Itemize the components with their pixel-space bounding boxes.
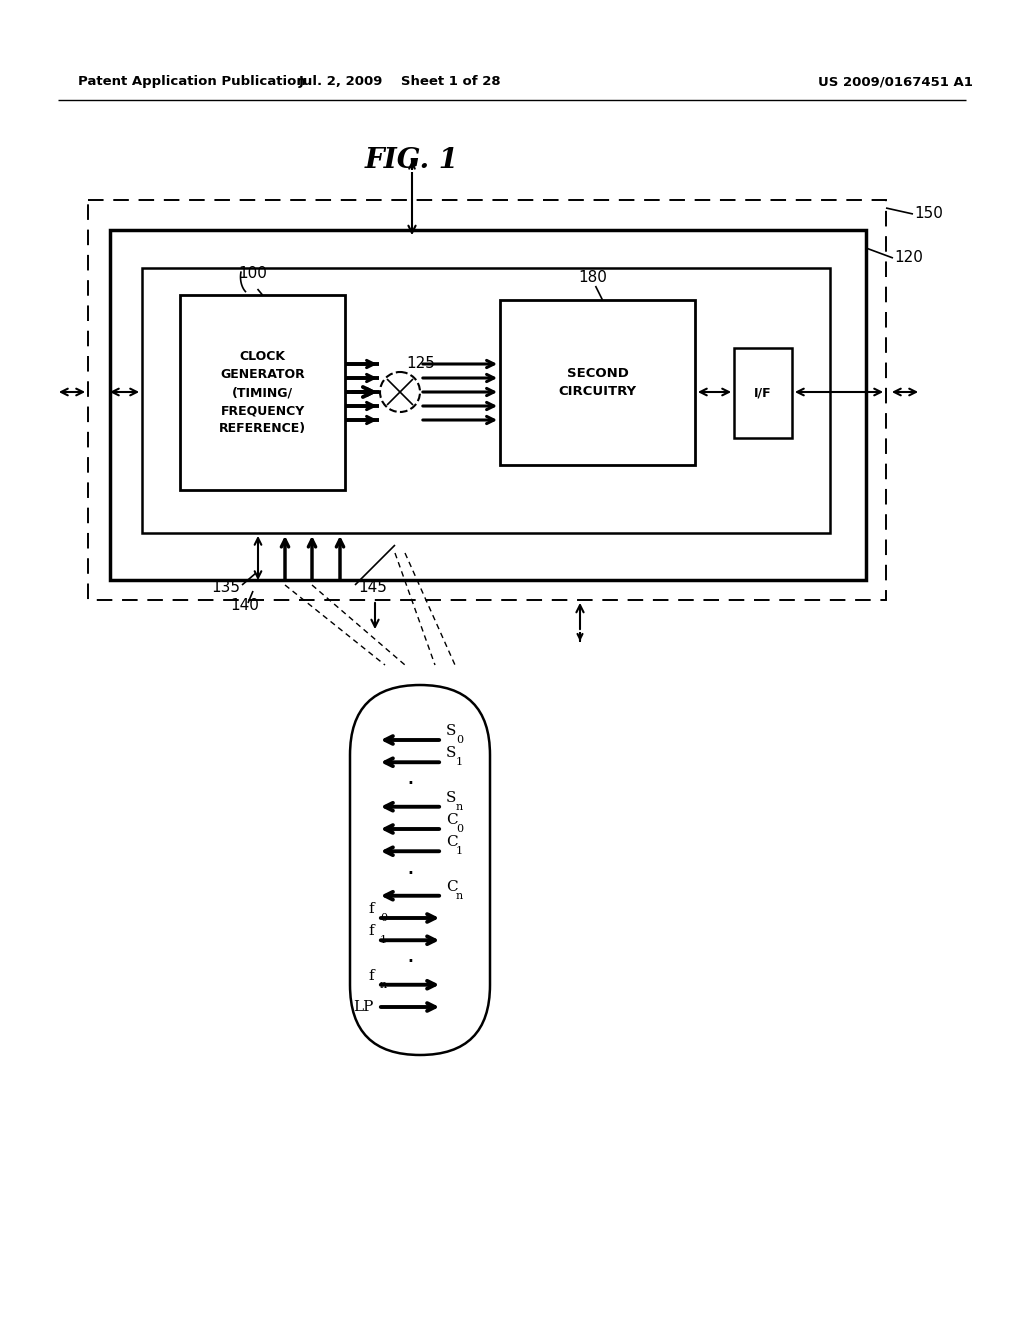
Text: ·: · — [406, 862, 414, 886]
Text: S: S — [446, 723, 457, 738]
Text: I/F: I/F — [755, 387, 772, 400]
FancyBboxPatch shape — [350, 685, 490, 1055]
Text: 1: 1 — [380, 936, 387, 945]
Text: f: f — [369, 969, 374, 983]
Text: Jul. 2, 2009    Sheet 1 of 28: Jul. 2, 2009 Sheet 1 of 28 — [299, 75, 502, 88]
Text: 0: 0 — [456, 824, 463, 834]
Text: 0: 0 — [456, 735, 463, 744]
Text: SECOND
CIRCUITRY: SECOND CIRCUITRY — [558, 367, 637, 399]
Text: n: n — [380, 979, 387, 990]
Text: 125: 125 — [406, 356, 435, 371]
Text: f: f — [369, 924, 374, 939]
Text: FIG. 1: FIG. 1 — [365, 147, 459, 173]
Text: f: f — [369, 902, 374, 916]
Text: 0: 0 — [380, 913, 387, 923]
Text: S: S — [446, 746, 457, 760]
Text: 135: 135 — [211, 581, 240, 595]
Text: 1: 1 — [456, 846, 463, 857]
Text: 100: 100 — [238, 265, 267, 281]
Text: 140: 140 — [230, 598, 259, 612]
Text: 180: 180 — [579, 271, 607, 285]
Text: 145: 145 — [358, 581, 387, 595]
Text: C: C — [446, 879, 458, 894]
Text: ·: · — [406, 950, 414, 974]
Text: LP: LP — [353, 1001, 374, 1014]
Bar — [88, 201, 886, 601]
Bar — [142, 268, 830, 533]
Bar — [110, 230, 866, 579]
Text: ·: · — [406, 772, 414, 796]
Text: n: n — [456, 891, 463, 900]
Text: C: C — [446, 836, 458, 849]
Bar — [734, 348, 792, 438]
Text: 1: 1 — [456, 758, 463, 767]
Text: Patent Application Publication: Patent Application Publication — [78, 75, 306, 88]
Text: 150: 150 — [914, 206, 943, 222]
Text: n: n — [456, 801, 463, 812]
Text: CLOCK
GENERATOR
(TIMING/
FREQUENCY
REFERENCE): CLOCK GENERATOR (TIMING/ FREQUENCY REFER… — [219, 350, 306, 436]
Bar — [180, 294, 345, 490]
Text: C: C — [446, 813, 458, 828]
Text: US 2009/0167451 A1: US 2009/0167451 A1 — [817, 75, 973, 88]
Text: S: S — [446, 791, 457, 805]
Text: 120: 120 — [894, 251, 923, 265]
Circle shape — [380, 372, 420, 412]
Bar — [500, 300, 695, 465]
